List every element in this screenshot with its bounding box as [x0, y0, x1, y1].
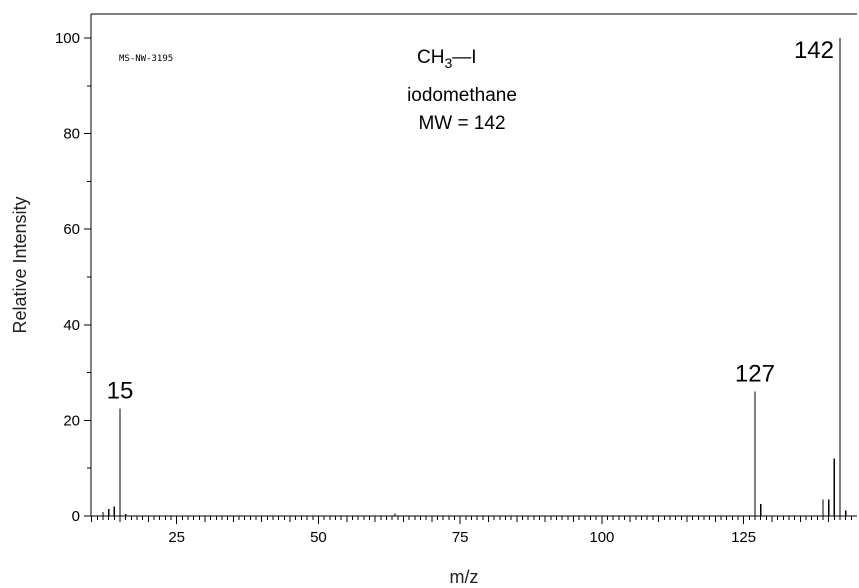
peak-label: 127 — [735, 361, 775, 388]
y-tick-label: 100 — [55, 30, 80, 47]
formula: CH3—I — [417, 47, 477, 71]
formula-subscript: 3 — [444, 55, 452, 71]
formula-bond: — — [452, 47, 471, 68]
labels: 15 127 142 — [107, 37, 834, 404]
compound-name: iodomethane — [407, 85, 517, 106]
peaks — [102, 38, 847, 516]
spectrum-id: MS-NW-3195 — [119, 54, 173, 64]
y-tick-label: 0 — [72, 508, 80, 525]
y-tick-label: 60 — [63, 221, 80, 238]
x-tick-label: 25 — [168, 529, 185, 546]
peak-label: 15 — [107, 377, 134, 404]
y-tick-label: 80 — [63, 126, 80, 143]
x-axis-title: m/z — [450, 567, 479, 587]
y-tick-label: 40 — [63, 317, 80, 334]
x-tick-label: 100 — [589, 529, 614, 546]
axes: 0 20 40 60 80 100 25 50 75 100 125 — [55, 13, 857, 546]
formula-right: I — [471, 47, 476, 68]
x-tick-label: 125 — [731, 529, 756, 546]
y-tick-label: 20 — [63, 412, 80, 429]
x-tick-label: 75 — [452, 529, 469, 546]
x-tick-label: 50 — [310, 529, 327, 546]
molecular-weight: MW = 142 — [418, 113, 505, 134]
y-axis-title: Relative Intensity — [10, 196, 30, 333]
formula-left: CH — [417, 47, 444, 68]
peak-label: 142 — [794, 37, 834, 64]
